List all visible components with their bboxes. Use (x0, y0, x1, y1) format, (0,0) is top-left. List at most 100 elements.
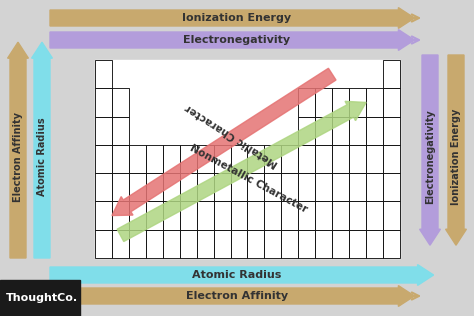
Bar (349, 201, 366, 230)
Bar (197, 145, 214, 173)
Bar (349, 117, 366, 145)
Bar (366, 117, 383, 145)
Bar (282, 173, 298, 201)
Bar (247, 173, 264, 201)
Bar (366, 201, 383, 230)
FancyArrow shape (50, 264, 434, 285)
FancyArrow shape (112, 68, 336, 216)
Bar (95, 201, 112, 230)
Bar (298, 230, 315, 258)
Bar (95, 88, 112, 117)
Bar (383, 173, 400, 201)
Bar (163, 201, 180, 230)
Bar (230, 173, 247, 201)
Bar (349, 145, 366, 173)
Bar (129, 173, 146, 201)
Bar (197, 173, 214, 201)
Bar (349, 173, 366, 201)
Bar (146, 230, 163, 258)
Bar (264, 145, 282, 173)
Bar (112, 145, 129, 173)
Text: Atomic Radius: Atomic Radius (192, 270, 282, 280)
Bar (180, 173, 197, 201)
FancyBboxPatch shape (95, 60, 400, 258)
Bar (282, 145, 298, 173)
Bar (146, 145, 163, 173)
Bar (112, 230, 129, 258)
Text: Electronegativity: Electronegativity (183, 35, 291, 45)
Bar (180, 145, 197, 173)
Bar (282, 230, 298, 258)
Bar (383, 201, 400, 230)
FancyArrow shape (446, 55, 466, 245)
Bar (332, 201, 349, 230)
Bar (383, 88, 400, 117)
Bar (332, 173, 349, 201)
FancyArrow shape (50, 30, 414, 50)
Bar (315, 230, 332, 258)
Bar (383, 117, 400, 145)
Bar (95, 117, 112, 145)
Bar (315, 201, 332, 230)
Bar (298, 88, 315, 117)
Bar (366, 173, 383, 201)
FancyArrow shape (117, 101, 366, 241)
FancyArrow shape (419, 55, 440, 245)
Bar (332, 117, 349, 145)
Bar (366, 88, 383, 117)
Bar (366, 230, 383, 258)
Bar (95, 60, 112, 88)
Text: ThoughtCo.: ThoughtCo. (6, 293, 78, 303)
Bar (366, 145, 383, 173)
Bar (230, 230, 247, 258)
Bar (180, 201, 197, 230)
Bar (112, 88, 129, 117)
FancyArrow shape (50, 8, 414, 28)
Bar (112, 117, 129, 145)
Bar (146, 173, 163, 201)
Bar (264, 230, 282, 258)
Bar (247, 201, 264, 230)
Bar (264, 173, 282, 201)
Bar (197, 230, 214, 258)
Bar (230, 201, 247, 230)
FancyArrow shape (50, 286, 414, 307)
Text: Ionization Energy: Ionization Energy (451, 108, 461, 205)
Bar (197, 201, 214, 230)
Text: Metallic Character: Metallic Character (184, 101, 280, 168)
Bar (264, 201, 282, 230)
Bar (214, 230, 230, 258)
Text: Electron Affinity: Electron Affinity (13, 112, 23, 202)
Bar (163, 173, 180, 201)
FancyArrow shape (8, 42, 28, 258)
Bar (383, 60, 400, 88)
Bar (129, 230, 146, 258)
Bar (383, 230, 400, 258)
Bar (332, 88, 349, 117)
Bar (95, 230, 112, 258)
Bar (383, 145, 400, 173)
Bar (315, 117, 332, 145)
Bar (298, 117, 315, 145)
Bar (129, 145, 146, 173)
Bar (230, 145, 247, 173)
Text: Atomic Radius: Atomic Radius (37, 117, 47, 196)
Bar (298, 201, 315, 230)
Text: Nonmetallic Character: Nonmetallic Character (188, 143, 309, 215)
Bar (315, 173, 332, 201)
Bar (146, 201, 163, 230)
Text: Electronegativity: Electronegativity (425, 109, 435, 204)
Bar (349, 88, 366, 117)
Bar (332, 145, 349, 173)
Bar (214, 145, 230, 173)
Bar (214, 173, 230, 201)
FancyBboxPatch shape (0, 280, 80, 316)
FancyArrow shape (32, 42, 53, 258)
Bar (349, 230, 366, 258)
Bar (95, 145, 112, 173)
Bar (332, 230, 349, 258)
Bar (247, 230, 264, 258)
Bar (180, 230, 197, 258)
Bar (247, 145, 264, 173)
Text: Electron Affinity: Electron Affinity (186, 291, 288, 301)
